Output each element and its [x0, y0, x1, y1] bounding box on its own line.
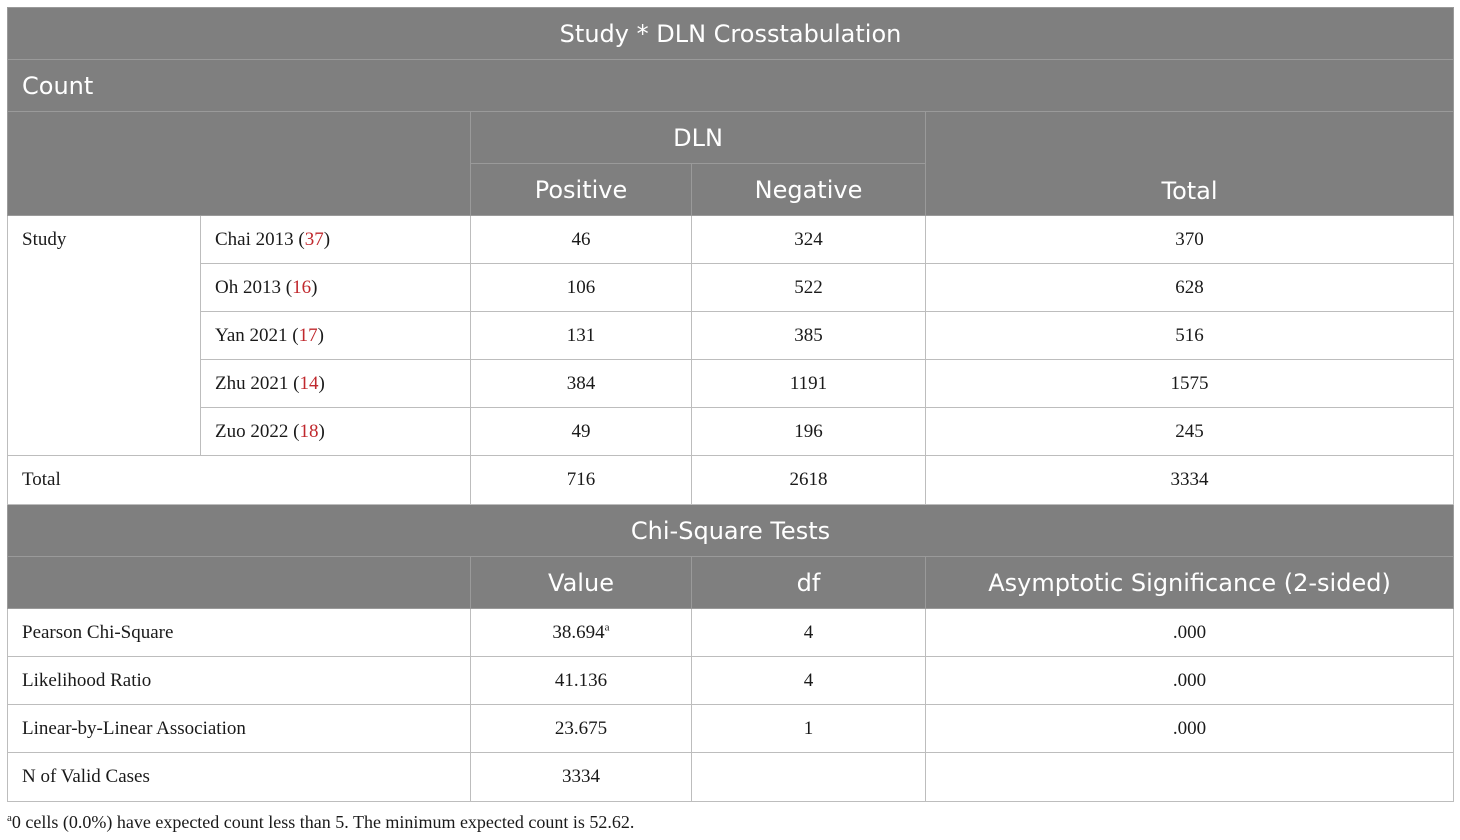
study-name-cell: Oh 2013 (16): [200, 263, 471, 312]
study-name-cell: Yan 2021 (17): [200, 311, 471, 360]
significance-header: Asymptotic Significance (2-sided): [924, 556, 1455, 609]
test-label: Pearson Chi-Square: [7, 608, 471, 657]
df-header: df: [691, 556, 926, 609]
negative-cell: 324: [691, 215, 926, 264]
crosstab-title: Study * DLN Crosstabulation: [6, 7, 1455, 60]
study-name-cell: Zhu 2021 (14): [200, 359, 471, 408]
study-name: Zuo 2022 (: [215, 420, 300, 442]
significance-cell: [924, 752, 1455, 802]
dln-header: DLN: [470, 111, 926, 164]
total-row-label: Total: [7, 455, 471, 505]
total-header: Total: [924, 111, 1455, 216]
chisq-header-row: Value df Asymptotic Significance (2-side…: [7, 556, 1455, 609]
negative-cell: 385: [691, 311, 926, 360]
paren-close: ): [318, 372, 325, 394]
reference-link[interactable]: 37: [304, 228, 324, 250]
reference-link[interactable]: 14: [299, 372, 319, 394]
total-cell: 516: [924, 311, 1455, 360]
negative-cell: 522: [691, 263, 926, 312]
total-cell: 628: [924, 263, 1455, 312]
total-cell: 3334: [924, 455, 1455, 505]
total-cell: 370: [924, 215, 1455, 264]
chisq-title-row: Chi-Square Tests: [6, 504, 1455, 557]
count-label: Count: [6, 59, 1455, 112]
significance-cell: .000: [924, 656, 1455, 705]
paren-close: ): [318, 420, 325, 442]
positive-cell: 716: [470, 455, 692, 505]
table-row: Zuo 2022 (18) 49 196 245: [8, 407, 1455, 456]
total-row: Total 716 2618 3334: [7, 455, 1455, 505]
test-label: N of Valid Cases: [7, 752, 471, 802]
value-cell: 41.136: [470, 656, 692, 705]
negative-header: Negative: [691, 163, 926, 216]
positive-cell: 49: [470, 407, 692, 456]
df-cell: 4: [691, 608, 926, 657]
table-row: Zhu 2021 (14) 384 1191 1575: [8, 359, 1455, 408]
count-row: Count: [6, 59, 1455, 112]
positive-header: Positive: [470, 163, 692, 216]
test-label: Linear-by-Linear Association: [7, 704, 471, 753]
chisq-corner-cell: [7, 556, 471, 609]
table-row: Pearson Chi-Square 38.694a 4 .000: [7, 608, 1455, 657]
value-cell: 38.694a: [470, 608, 692, 657]
table-row: Study Chai 2013 (37) 46 324 370: [7, 215, 1455, 456]
value-cell: 23.675: [470, 704, 692, 753]
chisq-title: Chi-Square Tests: [6, 504, 1455, 557]
negative-cell: 1191: [691, 359, 926, 408]
crosstab-title-row: Study * DLN Crosstabulation: [6, 7, 1455, 60]
total-cell: 1575: [924, 359, 1455, 408]
paren-close: ): [317, 324, 324, 346]
study-name-cell: Chai 2013 (37): [200, 215, 471, 264]
crosstab-table: Study * DLN Crosstabulation Count DLN To…: [6, 7, 1455, 802]
table-row: N of Valid Cases 3334: [7, 752, 1455, 802]
value-header: Value: [470, 556, 692, 609]
study-name: Yan 2021 (: [215, 324, 299, 346]
reference-link[interactable]: 17: [298, 324, 318, 346]
paren-close: ): [311, 276, 318, 298]
table-row: Likelihood Ratio 41.136 4 .000: [7, 656, 1455, 705]
significance-cell: .000: [924, 704, 1455, 753]
value-cell: 3334: [470, 752, 692, 802]
results-table-container: Study * DLN Crosstabulation Count DLN To…: [6, 7, 1455, 802]
reference-link[interactable]: 16: [292, 276, 312, 298]
paren-close: ): [323, 228, 331, 250]
table-footnote: a0 cells (0.0%) have expected count less…: [7, 812, 634, 833]
reference-link[interactable]: 18: [299, 420, 319, 442]
study-name: Chai 2013 (: [215, 228, 305, 250]
negative-cell: 2618: [691, 455, 926, 505]
footnote-marker: a: [604, 621, 610, 634]
total-cell: 245: [924, 407, 1455, 456]
table-row: Yan 2021 (17) 131 385 516: [8, 311, 1455, 360]
study-group-label: Study: [7, 215, 201, 456]
df-cell: 4: [691, 656, 926, 705]
footnote-marker: a: [7, 812, 12, 824]
df-cell: [691, 752, 926, 802]
positive-cell: 384: [470, 359, 692, 408]
positive-cell: 106: [470, 263, 692, 312]
study-name: Zhu 2021 (: [215, 372, 300, 394]
negative-cell: 196: [691, 407, 926, 456]
corner-cell: [7, 111, 471, 216]
value-text: 38.694: [552, 621, 605, 643]
test-label: Likelihood Ratio: [7, 656, 471, 705]
positive-cell: 131: [470, 311, 692, 360]
df-cell: 1: [691, 704, 926, 753]
study-name: Oh 2013 (: [215, 276, 293, 298]
dln-header-row: DLN Total: [7, 111, 1455, 216]
positive-cell: 46: [470, 215, 692, 264]
table-row: Linear-by-Linear Association 23.675 1 .0…: [7, 704, 1455, 753]
footnote-text: 0 cells (0.0%) have expected count less …: [11, 812, 635, 832]
table-row: Oh 2013 (16) 106 522 628: [8, 263, 1455, 312]
significance-cell: .000: [924, 608, 1455, 657]
study-name-cell: Zuo 2022 (18): [200, 407, 471, 456]
